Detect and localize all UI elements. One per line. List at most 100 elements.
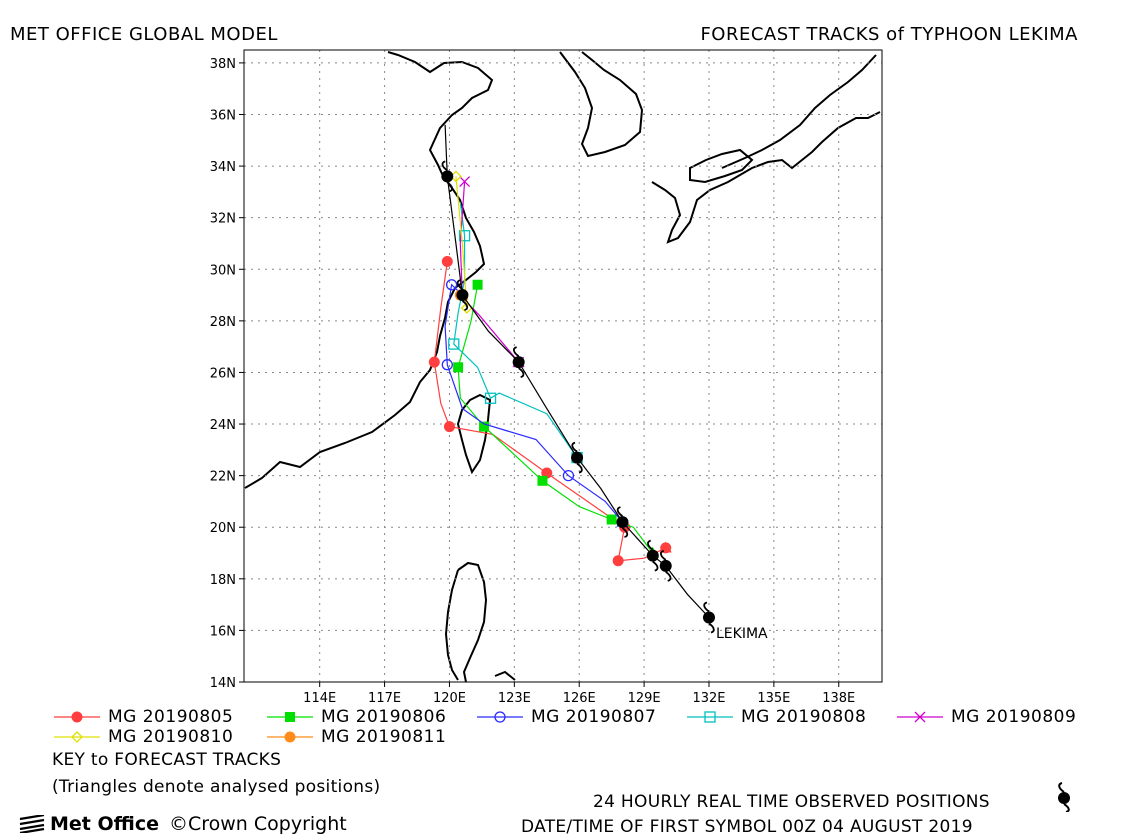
x-tick-label: 129E bbox=[628, 691, 661, 706]
y-tick-label: 20N bbox=[210, 521, 236, 536]
track-series bbox=[448, 202, 584, 464]
observed-position-symbol bbox=[512, 346, 525, 379]
track-line bbox=[453, 202, 578, 458]
track-series bbox=[441, 279, 629, 527]
legend-label: MG 20190807 bbox=[531, 707, 657, 727]
legend-item: MG 20190808 bbox=[685, 707, 866, 727]
forecast-tracks bbox=[428, 170, 672, 567]
track-point-marker bbox=[562, 469, 575, 482]
x-tick-label: 138E bbox=[822, 691, 855, 706]
track-point-marker bbox=[443, 421, 455, 433]
legend-item: MG 20190810 bbox=[52, 727, 233, 747]
x-tick-label: 117E bbox=[368, 691, 401, 706]
track-point-marker bbox=[459, 176, 471, 188]
observed-position-symbol bbox=[646, 539, 659, 572]
track-point-marker bbox=[494, 711, 506, 723]
x-tick-label: 132E bbox=[692, 691, 725, 706]
y-tick-label: 34N bbox=[210, 160, 236, 175]
legend-label: MG 20190810 bbox=[108, 727, 234, 747]
track-point-marker bbox=[71, 731, 83, 743]
legend-swatch-icon bbox=[54, 731, 100, 743]
y-tick-label: 36N bbox=[210, 108, 236, 123]
legend-key-title: KEY to FORECAST TRACKS bbox=[52, 750, 282, 770]
observed-track-line bbox=[444, 124, 710, 618]
track-point-marker bbox=[612, 555, 624, 567]
track-point-marker bbox=[448, 338, 460, 350]
met-office-logo: Met Office ©Crown Copyright bbox=[18, 813, 347, 835]
track-point-marker bbox=[914, 711, 926, 723]
track-point-marker bbox=[472, 279, 483, 290]
legend-label: MG 20190811 bbox=[321, 727, 447, 747]
legend-item: MG 20190806 bbox=[265, 707, 446, 727]
observed-position-symbol bbox=[702, 601, 715, 634]
legend-swatch-icon bbox=[54, 711, 100, 723]
y-tick-label: 14N bbox=[210, 676, 236, 691]
grid-lines bbox=[244, 50, 882, 683]
analysed-triangle bbox=[659, 541, 672, 553]
track-point-marker bbox=[453, 362, 464, 373]
legend-item: MG 20190811 bbox=[265, 727, 446, 747]
track-point-marker bbox=[484, 392, 497, 404]
legend-swatch-icon bbox=[267, 712, 313, 722]
legend-label: MG 20190809 bbox=[951, 707, 1077, 727]
y-tick-label: 26N bbox=[210, 366, 236, 381]
track-line bbox=[459, 181, 520, 363]
observed-positions-note: 24 HOURLY REAL TIME OBSERVED POSITIONS bbox=[593, 792, 990, 812]
y-tick-label: 24N bbox=[210, 418, 236, 433]
header-right-title: FORECAST TRACKS of TYPHOON LEKIMA bbox=[700, 24, 1078, 45]
legend-swatch-icon bbox=[267, 731, 313, 743]
legend-swatch-icon bbox=[477, 711, 523, 723]
first-symbol-date: DATE/TIME OF FIRST SYMBOL 00Z 04 AUGUST … bbox=[521, 817, 973, 837]
legend-item: MG 20190807 bbox=[475, 707, 656, 727]
observed-position-symbol bbox=[456, 279, 469, 311]
x-tick-label: 114E bbox=[303, 691, 336, 706]
x-tick-label: 123E bbox=[498, 691, 531, 706]
track-line bbox=[433, 261, 666, 562]
track-point-marker bbox=[537, 475, 548, 486]
legend-swatch-icon bbox=[897, 711, 943, 723]
coastline-map bbox=[244, 51, 881, 683]
track-point-marker bbox=[441, 256, 453, 268]
observed-position-symbol bbox=[441, 160, 454, 193]
y-tick-label: 30N bbox=[210, 263, 236, 278]
legend-label: MG 20190806 bbox=[321, 707, 447, 727]
track-point-marker bbox=[441, 359, 453, 371]
x-tick-label: 135E bbox=[757, 691, 790, 706]
track-point-marker bbox=[284, 731, 296, 743]
legend-label: MG 20190805 bbox=[108, 707, 234, 727]
observed-position-symbol bbox=[571, 441, 584, 474]
observed-track bbox=[441, 124, 715, 634]
legend-item: MG 20190809 bbox=[895, 707, 1076, 727]
storm-label: LEKIMA bbox=[716, 626, 768, 642]
legend-swatch-icon bbox=[687, 711, 733, 723]
legend-label: MG 20190808 bbox=[741, 707, 867, 727]
y-tick-label: 28N bbox=[210, 315, 236, 330]
y-tick-label: 38N bbox=[210, 57, 236, 72]
legend-triangles-note: (Triangles denote analysed positions) bbox=[52, 777, 381, 797]
observed-position-symbol bbox=[616, 506, 629, 538]
track-point-marker bbox=[479, 421, 490, 432]
header-left-title: MET OFFICE GLOBAL MODEL bbox=[10, 24, 278, 45]
track-point-marker bbox=[71, 711, 83, 723]
copyright-text: ©Crown Copyright bbox=[168, 813, 347, 835]
x-tick-label: 126E bbox=[563, 691, 596, 706]
x-tick-label: 120E bbox=[433, 691, 466, 706]
logo-text: Met Office bbox=[50, 813, 159, 835]
met-office-logo-icon bbox=[19, 815, 45, 833]
track-point-marker bbox=[445, 279, 458, 291]
y-axis-ticks: 14N 16N 18N 20N 22N 24N 26N 28N 30N 32N 34N 36N 38N bbox=[210, 57, 244, 691]
plot-frame bbox=[243, 49, 883, 683]
track-point-marker bbox=[458, 230, 471, 242]
y-tick-label: 16N bbox=[210, 624, 236, 639]
track-point-marker bbox=[704, 711, 716, 723]
typhoon-symbol-icon bbox=[1058, 782, 1070, 812]
legend-item: MG 20190805 bbox=[52, 707, 233, 727]
y-tick-label: 22N bbox=[210, 470, 236, 485]
x-axis-ticks: 114E 117E 120E 123E 126E 129E 132E 135E 138E bbox=[303, 682, 855, 706]
track-point-marker bbox=[428, 356, 440, 368]
y-tick-label: 18N bbox=[210, 573, 236, 588]
y-tick-label: 32N bbox=[210, 212, 236, 227]
track-point-marker bbox=[606, 514, 617, 525]
observed-position-symbol bbox=[659, 550, 672, 582]
